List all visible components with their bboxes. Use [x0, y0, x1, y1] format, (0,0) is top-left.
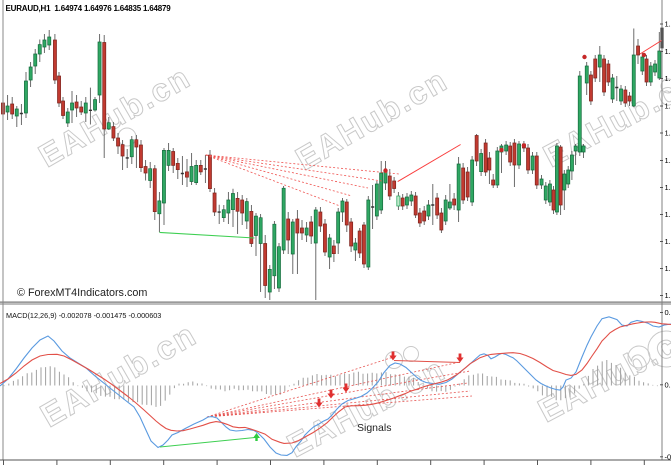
svg-text:EURAUD,H1 1.64974 1.64976 1.6: EURAUD,H1 1.64974 1.64976 1.64835 1.6487… — [6, 4, 172, 13]
svg-text:-0.0: -0.0 — [665, 452, 671, 461]
svg-text:Signals: Signals — [357, 422, 391, 434]
svg-text:1.64: 1.64 — [665, 183, 671, 192]
svg-text:1.64: 1.64 — [665, 264, 671, 273]
svg-text:0.00: 0.00 — [665, 308, 671, 317]
svg-text:© ForexMT4Indicators.com: © ForexMT4Indicators.com — [17, 287, 147, 299]
svg-text:1.64: 1.64 — [665, 291, 671, 300]
svg-text:1.64: 1.64 — [665, 74, 671, 83]
svg-text:MACD(12,26,9) -0.002078 -0.001: MACD(12,26,9) -0.002078 -0.001475 -0.000… — [6, 311, 161, 320]
svg-text:1.64: 1.64 — [665, 102, 671, 111]
svg-text:0.00: 0.00 — [665, 380, 671, 389]
svg-text:1.64: 1.64 — [665, 47, 671, 56]
svg-text:1.64: 1.64 — [665, 237, 671, 246]
svg-text:1.64: 1.64 — [665, 210, 671, 219]
svg-text:1.64: 1.64 — [665, 20, 671, 29]
svg-text:1.64: 1.64 — [665, 129, 671, 138]
svg-text:1.64: 1.64 — [665, 156, 671, 165]
